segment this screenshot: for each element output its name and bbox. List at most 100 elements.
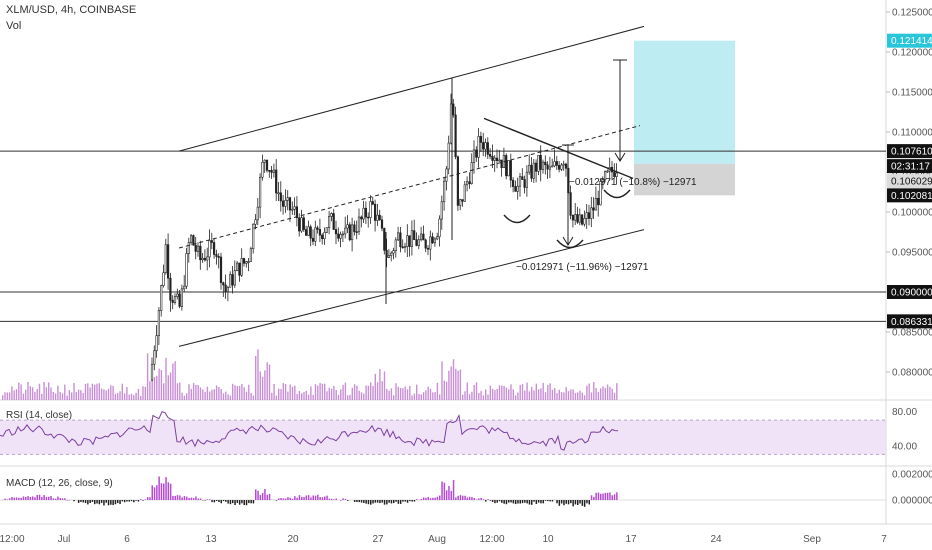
macd-histogram-bar (482, 499, 485, 500)
macd-histogram-bar (344, 498, 347, 500)
volume-bar (418, 394, 420, 400)
macd-histogram-bar (505, 500, 508, 505)
macd-axis-label: 0.000000 (892, 496, 932, 507)
macd-histogram-bar (422, 497, 425, 500)
candle-body (534, 162, 538, 172)
macd-histogram-bar (489, 500, 492, 501)
macd-histogram-bar (390, 500, 393, 504)
macd-histogram-bar (487, 499, 489, 500)
macd-histogram-bar (94, 500, 96, 505)
volume-bar (590, 392, 593, 400)
macd-histogram-bar (236, 500, 239, 503)
macd-histogram-bar (519, 500, 521, 504)
volume-bar (567, 391, 570, 400)
volume-bar (549, 383, 551, 400)
volume-bar (370, 382, 372, 400)
candle-body (162, 272, 165, 286)
volume-bar (436, 382, 439, 400)
macd-histogram-bar (225, 500, 227, 502)
descending-trendline (483, 117, 634, 180)
volume-bar (186, 393, 188, 400)
volume-bar (310, 386, 312, 400)
candle-body (171, 299, 174, 303)
volume-bar (501, 385, 503, 400)
macd-histogram-bar (15, 497, 18, 500)
volume-bar (112, 385, 114, 400)
rsi-band (0, 420, 886, 455)
volume-bar (425, 390, 427, 400)
volume-bar (100, 388, 103, 400)
volume-bar (165, 357, 167, 400)
macd-histogram-bar (363, 500, 365, 504)
candle-body (523, 179, 526, 188)
macd-histogram-bar (36, 494, 38, 500)
volume-bar (374, 373, 376, 400)
macd-histogram-bar (531, 500, 533, 505)
macd-histogram-bar (215, 500, 218, 502)
volume-bar (181, 392, 183, 400)
macd-histogram-bar (547, 500, 549, 502)
candle-body (178, 293, 181, 307)
candle-body (302, 217, 305, 230)
volume-bar (257, 349, 259, 400)
price-tag-bg (887, 285, 932, 299)
macd-histogram-bar (448, 486, 450, 500)
volume-bar (468, 394, 471, 400)
macd-histogram-bar (307, 495, 310, 500)
macd-histogram-bar (275, 500, 278, 501)
macd-histogram-bar (248, 500, 250, 504)
macd-histogram-bar (229, 500, 232, 505)
candle-body (304, 229, 308, 236)
candle-body (521, 176, 524, 180)
x-axis-label: 13 (205, 534, 217, 545)
macd-histogram-bar (429, 498, 432, 500)
volume-bar (409, 386, 411, 400)
macd-histogram-bar (542, 500, 544, 504)
macd-histogram-bar (521, 500, 524, 504)
volume-bar (512, 389, 514, 400)
volume-bar (11, 386, 13, 400)
candle-body (213, 242, 216, 255)
lower-channel-line (178, 229, 645, 347)
macd-histogram-bar (436, 496, 439, 500)
candle-body (569, 192, 572, 216)
price-axis-label: 0.085000 (892, 328, 932, 339)
volume-bar (158, 368, 160, 400)
macd-histogram-bar (416, 499, 418, 500)
volume-bar (416, 384, 418, 400)
macd-histogram-bar (452, 479, 455, 500)
volume-bar (192, 383, 195, 400)
volume-bar (563, 392, 565, 400)
volume-bar (48, 382, 50, 400)
macd-histogram-bar (478, 498, 480, 500)
volume-bar (434, 392, 436, 400)
volume-bar (482, 395, 485, 400)
macd-histogram-bar (179, 495, 181, 500)
macd-histogram-bar (399, 500, 402, 504)
candle-body (403, 246, 407, 248)
volume-bar (75, 391, 77, 400)
candle-body (334, 229, 338, 235)
x-axis-label: 24 (710, 534, 722, 545)
candle-body (196, 245, 200, 252)
volume-bar (455, 368, 457, 400)
candle-body (155, 335, 158, 352)
x-axis-label: 12:00 (479, 534, 504, 545)
volume-bar (432, 392, 434, 400)
macd-histogram-bar (241, 500, 243, 504)
x-axis-label: 27 (372, 534, 384, 545)
head-arc (556, 239, 584, 249)
x-axis-label: Sep (803, 534, 821, 545)
volume-bar (349, 394, 351, 400)
volume-bar (167, 375, 169, 400)
candle-body (429, 236, 432, 250)
macd-histogram-bar (583, 500, 586, 507)
candle-body (261, 162, 264, 178)
macd-histogram-bar (289, 497, 291, 500)
volume-bar (133, 395, 135, 400)
candle-body (507, 160, 510, 177)
candle-body (419, 233, 423, 241)
candle-body (263, 159, 266, 163)
volume-bar (321, 383, 324, 400)
